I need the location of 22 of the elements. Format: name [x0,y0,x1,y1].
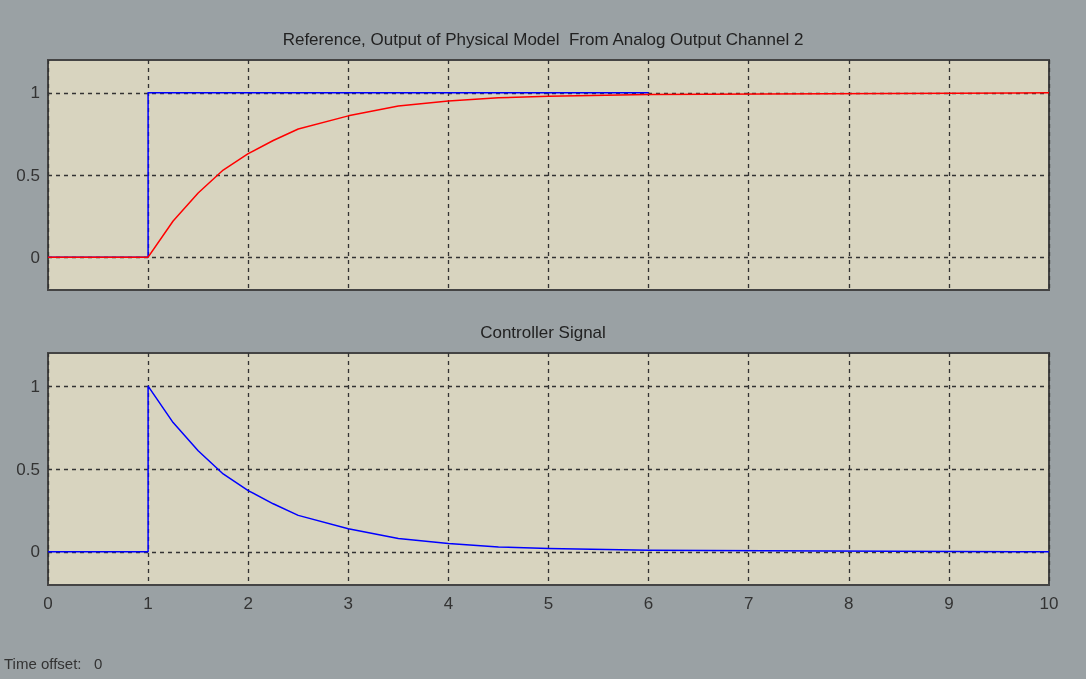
y-tick-label: 1 [30,376,40,396]
x-tick-label: 7 [743,594,754,613]
x-tick-label: 5 [543,594,554,613]
y-tick-label: 0 [30,542,40,562]
line-series [47,385,1050,553]
y-tick-label: 0 [30,247,40,267]
y-tick-label: 1 [30,83,40,103]
x-tick-label: 6 [643,594,654,613]
x-tick-label: 4 [443,594,454,613]
y-tick-label: 0.5 [16,165,40,185]
line-series [47,92,1050,258]
x-tick-label: 0 [43,594,53,613]
x-tick-label: 9 [944,594,954,613]
y-tick-label: 0.5 [16,459,40,479]
chart-title: Controller Signal [480,323,606,342]
x-tick-label: 10 [1039,594,1059,613]
x-tick-label: 1 [143,594,153,613]
x-tick-label: 2 [243,594,253,613]
x-tick-label: 3 [343,594,354,613]
x-tick-label: 8 [844,594,854,613]
text: Time offset: 0 [4,655,103,672]
chart-title: Reference, Output of Physical Model From Analog Output Channel 2 [282,30,804,49]
